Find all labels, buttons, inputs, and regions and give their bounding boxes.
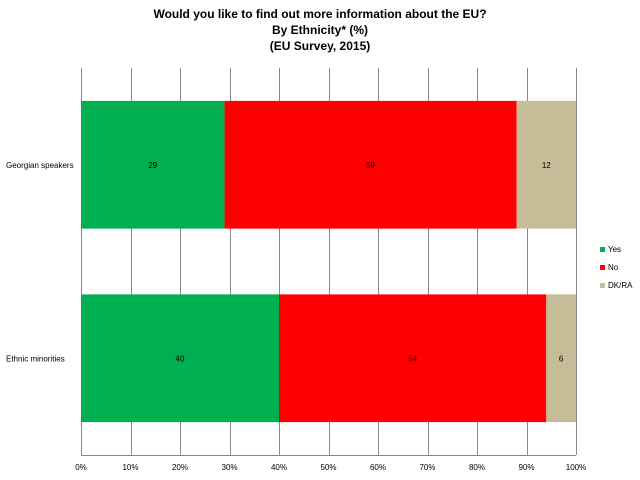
chart-title: Would you like to find out more informat… <box>153 7 487 21</box>
x-tick-label: 50% <box>320 463 336 472</box>
category-label: Georgian speakers <box>6 161 74 170</box>
data-label: 54 <box>408 354 417 363</box>
legend-swatch <box>600 283 605 288</box>
x-tick-label: 0% <box>75 463 87 472</box>
data-label: 29 <box>148 161 157 170</box>
x-tick-label: 20% <box>172 463 188 472</box>
x-tick-label: 90% <box>518 463 534 472</box>
bar-segment <box>516 100 576 229</box>
x-tick-label: 70% <box>419 463 435 472</box>
x-tick-label: 60% <box>370 463 386 472</box>
data-label: 6 <box>559 354 564 363</box>
chart-subtitle: By Ethnicity* (%) <box>271 23 368 37</box>
legend-label: Yes <box>608 245 621 254</box>
x-axis: 0% 10% 20% 30% 40% 50% 60% 70% 80% 90% 100% <box>75 455 586 472</box>
bar-segment <box>224 100 517 229</box>
category-labels: Georgian speakers Ethnic minorities <box>6 161 74 364</box>
x-tick-label: 10% <box>122 463 138 472</box>
data-label: 40 <box>176 354 185 363</box>
legend-swatch <box>600 265 605 270</box>
chart-source: (EU Survey, 2015) <box>269 39 371 53</box>
legend-swatch <box>600 247 605 252</box>
legend-label: No <box>608 263 619 272</box>
x-tick-label: 80% <box>469 463 485 472</box>
chart-title-block: Would you like to find out more informat… <box>0 6 640 54</box>
bar-segment <box>81 294 279 423</box>
bar-segment <box>81 100 225 229</box>
x-tick-label: 30% <box>221 463 237 472</box>
category-label: Ethnic minorities <box>6 354 65 363</box>
data-label: 12 <box>542 161 551 170</box>
legend: Yes No DK/RA <box>600 245 633 290</box>
x-tick-label: 40% <box>271 463 287 472</box>
bar-segment <box>546 294 576 423</box>
bars: 29 59 12 40 54 6 <box>81 100 576 423</box>
x-tick-label: 100% <box>566 463 586 472</box>
data-label: 59 <box>366 161 375 170</box>
legend-label: DK/RA <box>608 281 633 290</box>
bar-segment <box>279 294 547 423</box>
